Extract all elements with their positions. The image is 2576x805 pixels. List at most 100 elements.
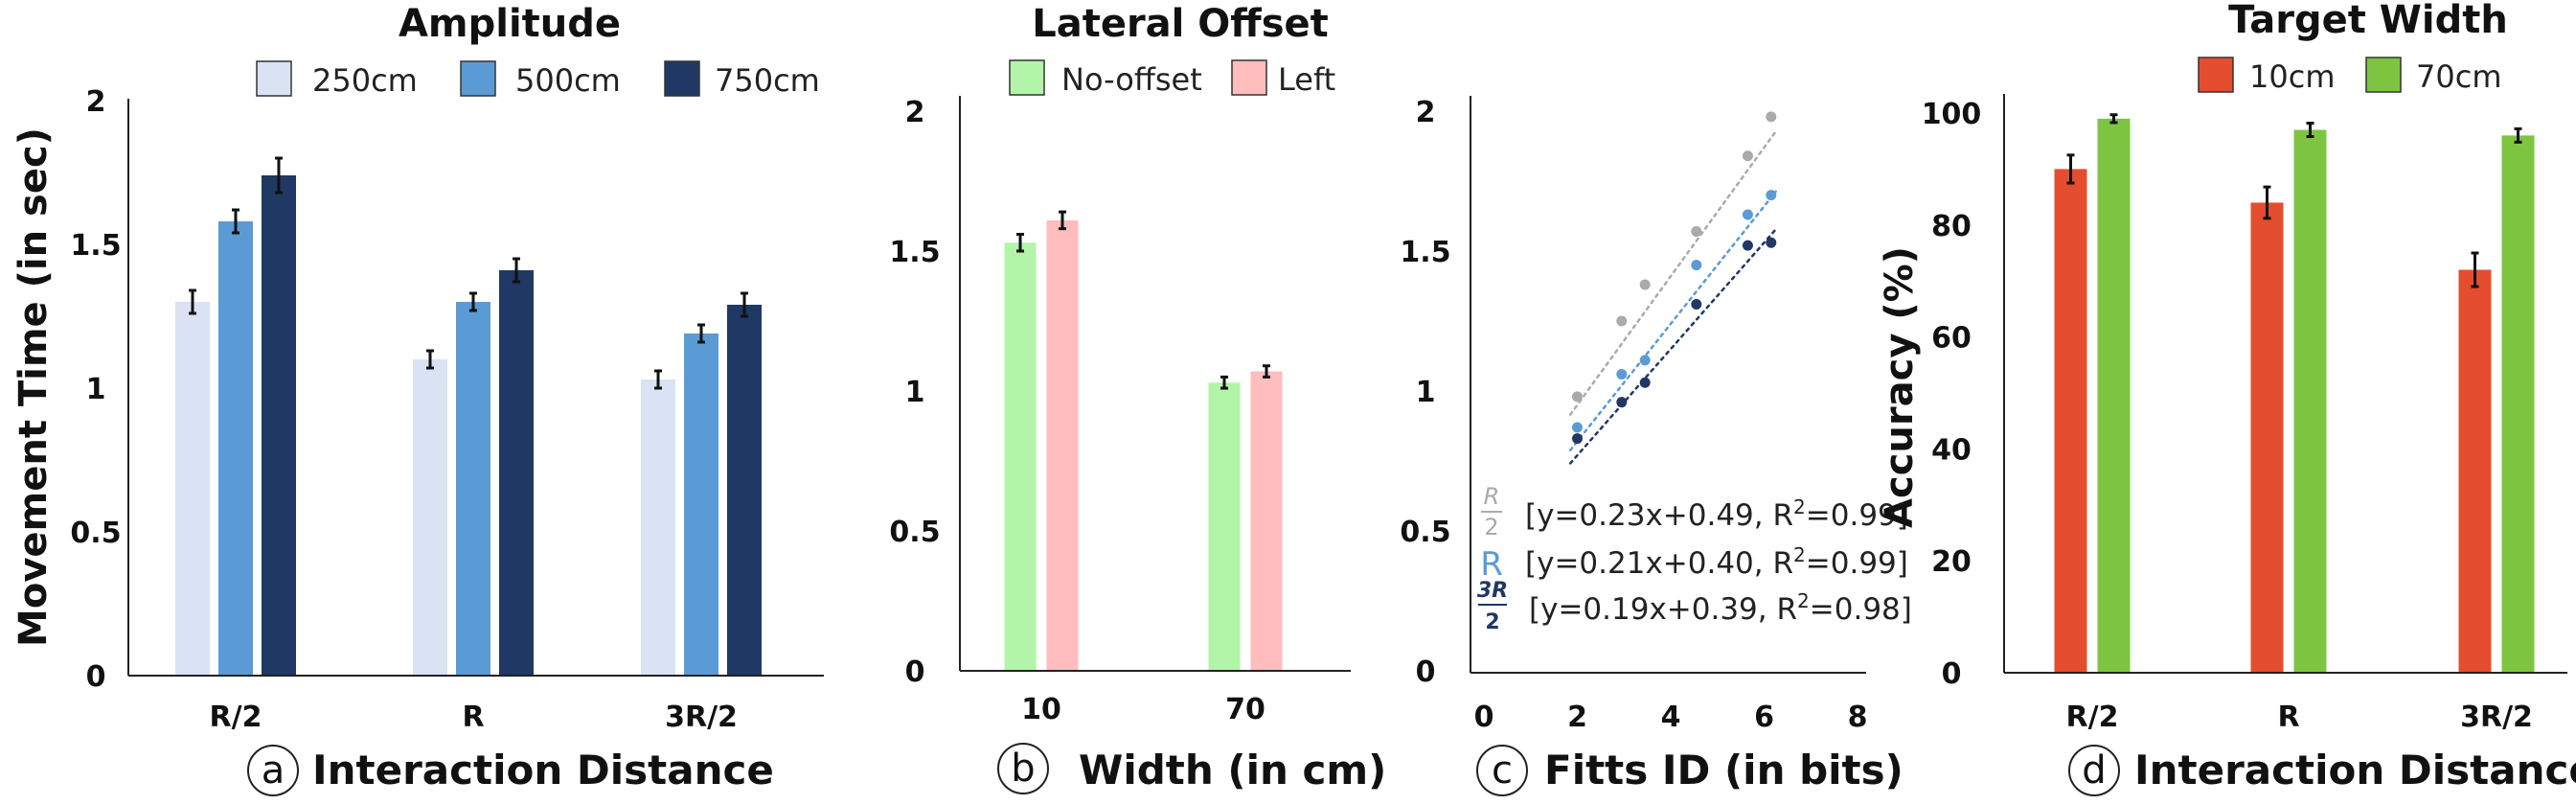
bar	[2054, 169, 2087, 673]
data-point	[1572, 422, 1583, 433]
bar	[413, 359, 447, 676]
chart-title: Lateral Offset	[1032, 2, 1329, 46]
legend-r-half: R 2 [y=0.23x+0.49, R2=0.99]	[1481, 483, 1908, 540]
y-tick-label: 1	[1416, 376, 1436, 409]
regression-annotation: [y=0.21x+0.40, R2=0.99]	[1525, 543, 1908, 581]
data-point	[1766, 237, 1777, 248]
data-point	[1766, 111, 1777, 123]
y-tick-label: 0	[86, 660, 106, 694]
bars	[1004, 210, 1283, 672]
x-tick-label: R	[2277, 701, 2299, 734]
legend-swatch	[256, 60, 292, 97]
bar	[727, 305, 762, 676]
panel-letter-circle	[247, 745, 299, 796]
bar	[2293, 129, 2327, 673]
bar	[2097, 118, 2131, 674]
x-tick-label: 0	[1474, 701, 1494, 734]
y-tick-label: 0.5	[70, 517, 121, 550]
fit-line	[1568, 190, 1777, 452]
bar	[2250, 202, 2284, 673]
panel-letter-circle	[1476, 745, 1528, 796]
data-point	[1691, 260, 1702, 271]
y-tick-label: 0.5	[1400, 516, 1450, 549]
y-tick-label: 1.5	[70, 229, 121, 263]
legend-fraction-numerator: R	[1484, 483, 1500, 510]
bar	[499, 270, 534, 676]
legend-swatch	[2365, 57, 2402, 93]
bar	[218, 221, 253, 676]
bar	[1250, 371, 1283, 671]
legend-swatch	[1009, 59, 1045, 96]
x-tick-label: 8	[1848, 701, 1868, 734]
legend-label: Left	[1278, 61, 1335, 98]
bar	[2501, 135, 2535, 674]
y-tick-labels: 0 0.5 1 1.5 2	[889, 96, 940, 689]
y-tick-labels: 0 0.5 1 1.5 2	[1400, 96, 1450, 689]
x-tick-label: 6	[1754, 701, 1774, 734]
legend-fraction-denominator: 2	[1485, 610, 1499, 634]
legend-fraction-denominator: 2	[1484, 514, 1498, 540]
bars	[175, 156, 762, 676]
y-tick-labels: 0 20 40 60 80 100	[1922, 98, 1982, 691]
data-point	[1572, 433, 1583, 445]
data-point	[1691, 298, 1702, 310]
x-tick-label: 3R/2	[2460, 701, 2533, 734]
panel-letter-circle	[2068, 745, 2120, 796]
annotation-text: [y=0.19x+0.39, R	[1529, 592, 1797, 627]
data-point	[1766, 190, 1777, 201]
x-axis-label: Fitts ID (in bits)	[1544, 747, 1904, 794]
legend-label: 500cm	[515, 62, 621, 99]
x-axis-label: Width (in cm)	[1079, 747, 1386, 794]
bar	[1208, 382, 1241, 671]
regression-annotation: [y=0.23x+0.49, R2=0.99]	[1525, 495, 1908, 533]
y-tick-label: 2	[905, 96, 925, 129]
legend-label: No-offset	[1061, 61, 1202, 98]
bar	[641, 380, 675, 676]
data-point	[1572, 391, 1583, 402]
annotation-sup: 2	[1793, 543, 1806, 566]
data-point	[1691, 226, 1702, 238]
data-point	[1616, 315, 1628, 327]
legend-3r-half: 3R 2 [y=0.19x+0.39, R2=0.98]	[1477, 579, 1912, 634]
y-tick-label: 0	[905, 656, 925, 689]
annotation-end: =0.99]	[1806, 546, 1908, 581]
bar	[456, 302, 490, 676]
legend-fraction-numerator: 3R	[1477, 579, 1508, 603]
annotation-end: =0.98]	[1810, 592, 1912, 627]
data-point	[1742, 150, 1753, 162]
annotation-text: [y=0.21x+0.40, R	[1525, 546, 1793, 581]
y-tick-label: 1	[86, 373, 106, 406]
panel-letter: b	[1011, 747, 1035, 791]
x-tick-labels: R/2 R 3R/2	[2066, 701, 2533, 734]
panel-letter: c	[1492, 748, 1513, 793]
legend-symbol: R	[1480, 545, 1503, 584]
x-axis-title: d Interaction Distance	[2068, 745, 2576, 796]
data-point	[1616, 368, 1628, 380]
regression-annotation: [y=0.19x+0.39, R2=0.98]	[1529, 589, 1912, 627]
x-axis-label: Interaction Distance	[312, 747, 774, 794]
legend-swatch	[460, 60, 496, 97]
annotation-sup: 2	[1793, 495, 1806, 518]
bars	[2054, 113, 2535, 674]
x-tick-label: 2	[1567, 701, 1587, 734]
bar	[1046, 219, 1079, 671]
x-axis-label: Interaction Distance	[2134, 747, 2576, 794]
bar	[262, 175, 296, 676]
y-tick-label: 100	[1922, 98, 1982, 131]
data-point	[1742, 209, 1753, 220]
fit-line	[1568, 228, 1777, 465]
y-axis-label: Accuracy (%)	[1878, 246, 1922, 528]
annotation-text: [y=0.23x+0.49, R	[1525, 498, 1793, 533]
y-tick-label: 40	[1931, 433, 1972, 467]
fit-lines	[1568, 129, 1777, 465]
data-point	[1616, 397, 1628, 408]
x-tick-labels: 0 2 4 6 8	[1474, 701, 1868, 734]
y-tick-label: 1.5	[889, 236, 940, 269]
bar	[175, 302, 210, 676]
x-tick-labels: 10 70	[1021, 693, 1265, 726]
panel-letter: d	[2082, 748, 2106, 793]
x-tick-label: R	[462, 701, 484, 734]
legend-label: 70cm	[2416, 58, 2501, 95]
